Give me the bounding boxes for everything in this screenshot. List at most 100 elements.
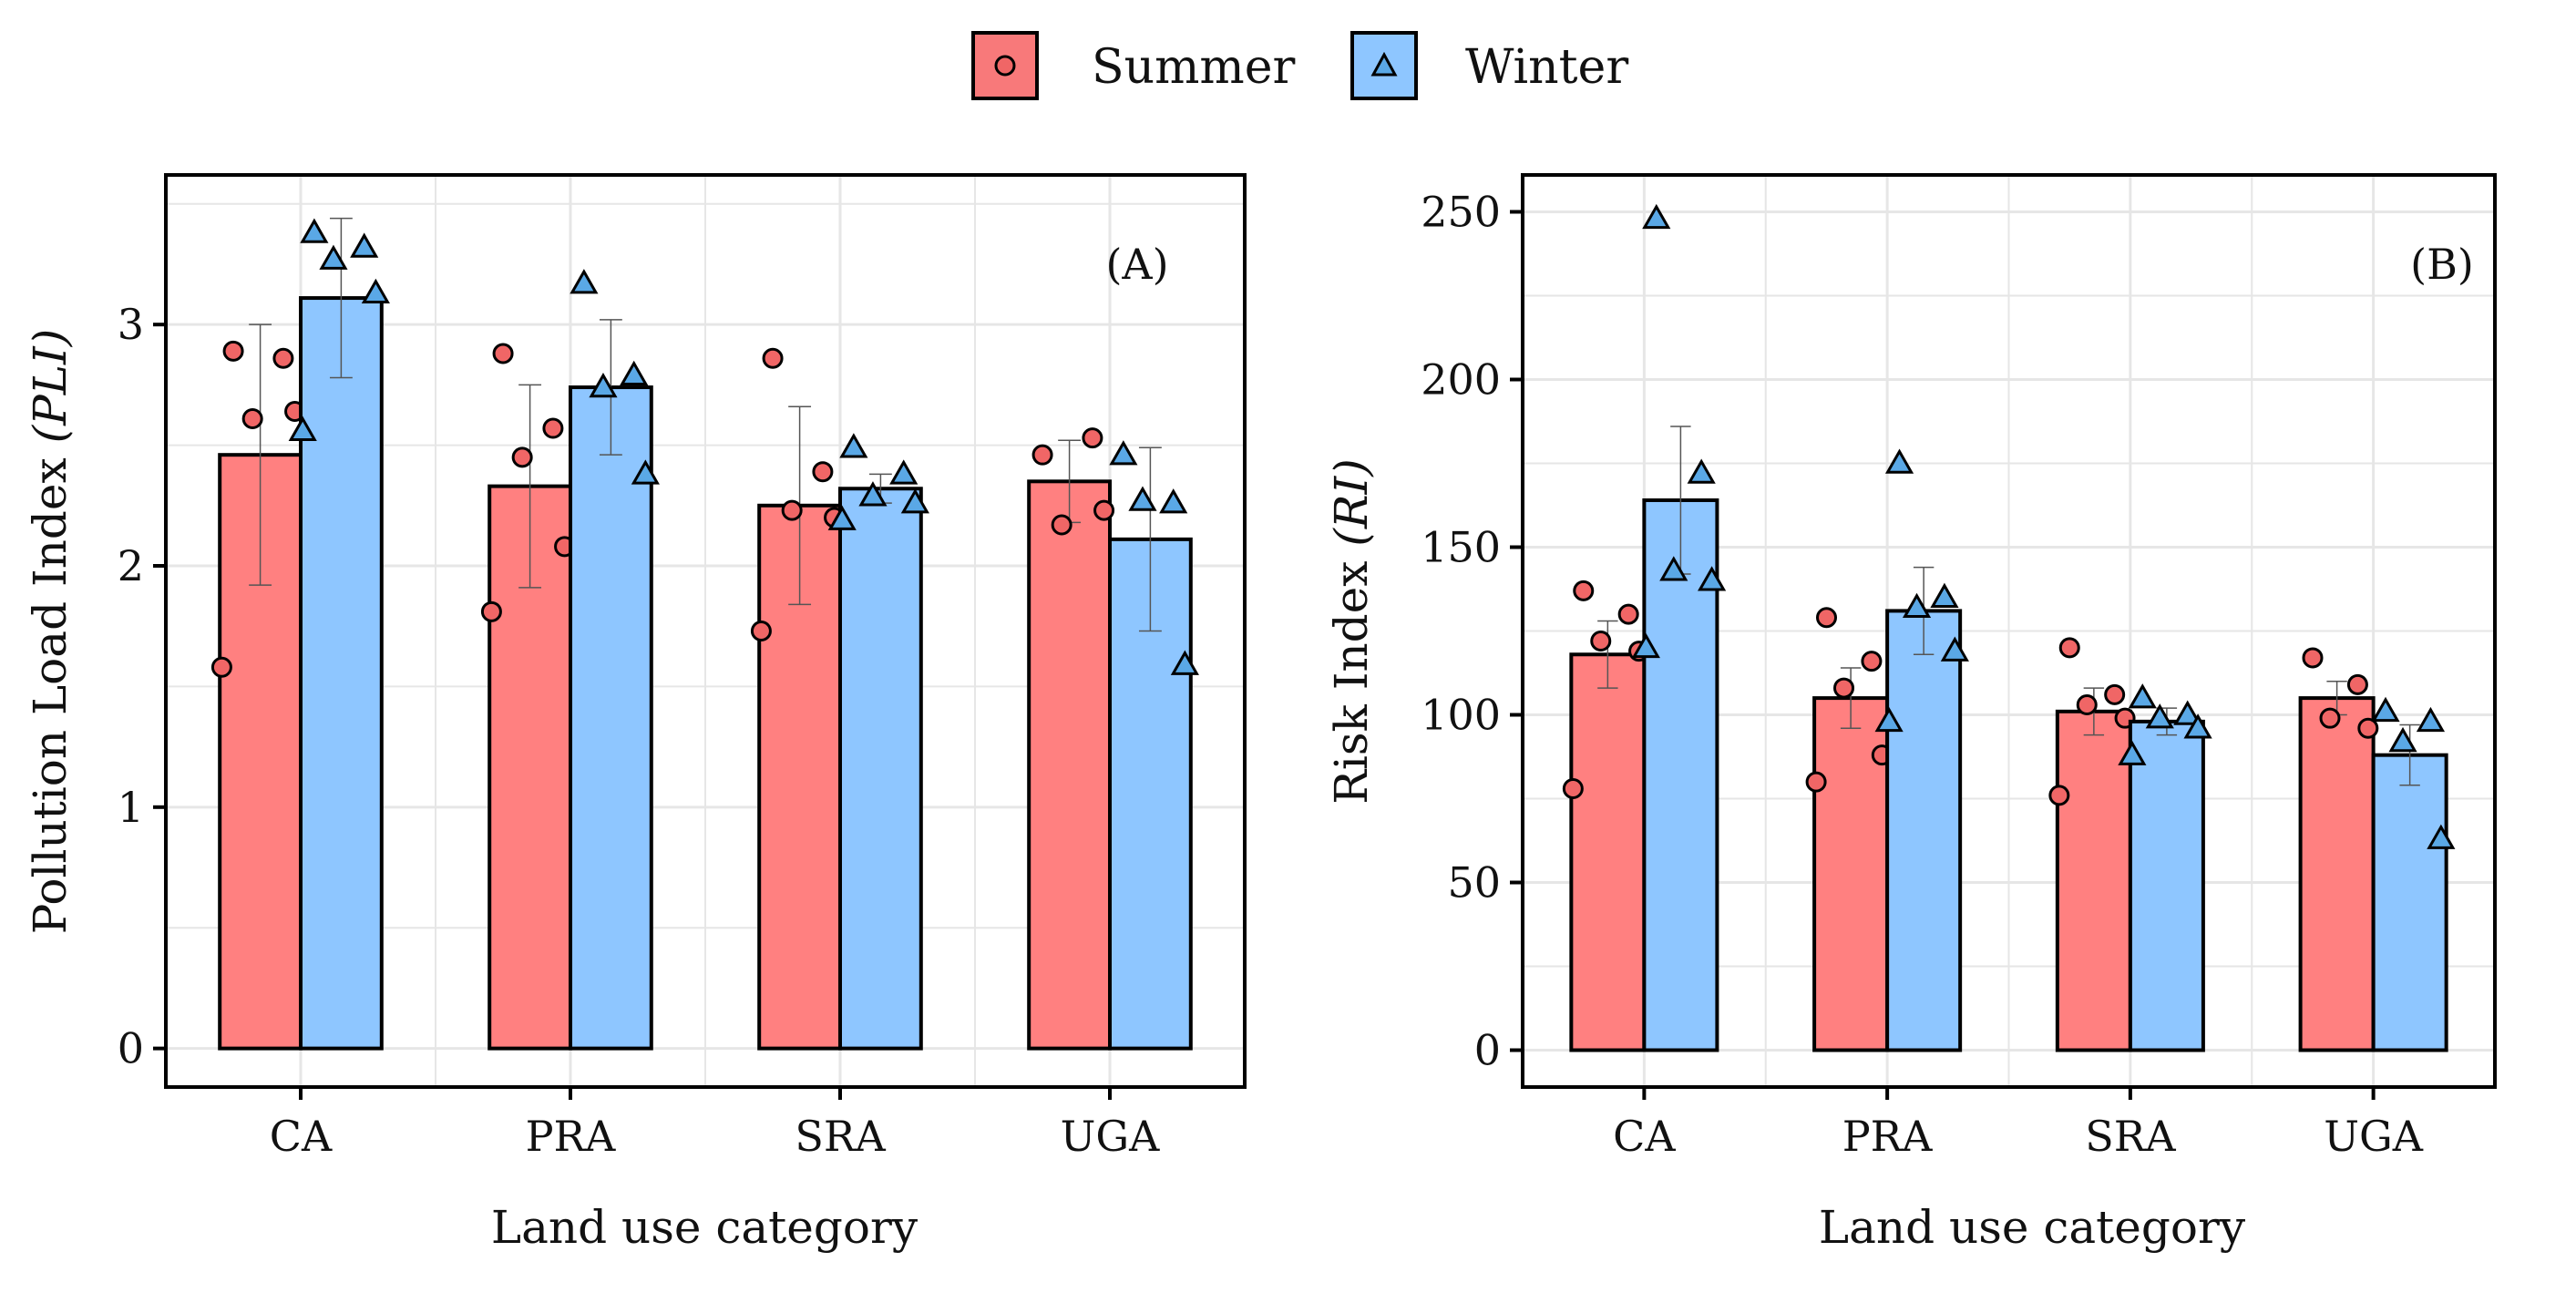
b-point-summer-sra[interactable] (2076, 693, 2098, 715)
b-point-winter-uga[interactable] (2416, 706, 2446, 733)
b-xtick-label: UGA (2324, 1112, 2424, 1161)
b-point-winter-pra[interactable] (1874, 706, 1904, 733)
b-point-winter-ca[interactable] (1687, 458, 1716, 484)
b-point-winter-sra[interactable] (2128, 683, 2157, 709)
b-point-summer-uga[interactable] (2302, 647, 2324, 669)
a-point-winter-sra[interactable] (889, 459, 919, 485)
b-point-summer-uga[interactable] (2319, 707, 2341, 729)
b-point-summer-pra[interactable] (1816, 607, 1838, 629)
b-point-summer-ca[interactable] (1562, 777, 1584, 799)
panel-b-xlabel: Land use category (1819, 1201, 2246, 1254)
b-bar-summer-sra[interactable] (2055, 709, 2132, 1052)
b-panel-border (1521, 173, 2497, 1089)
a-point-summer-uga[interactable] (1031, 444, 1053, 466)
a-point-summer-sra[interactable] (812, 461, 834, 483)
a-point-summer-ca[interactable] (241, 407, 263, 429)
b-bar-winter-sra[interactable] (2128, 719, 2205, 1052)
b-point-winter-uga[interactable] (2388, 726, 2417, 753)
b-bar-summer-uga[interactable] (2298, 696, 2376, 1052)
b-point-winter-sra[interactable] (2173, 700, 2202, 725)
legend-circle-icon (994, 55, 1016, 77)
a-point-winter-pra[interactable] (620, 360, 649, 386)
a-bar-summer-ca[interactable] (218, 453, 303, 1051)
b-point-winter-uga[interactable] (2427, 824, 2456, 849)
b-point-summer-uga[interactable] (2357, 717, 2379, 739)
a-point-winter-ca[interactable] (350, 232, 379, 258)
legend-item-winter[interactable]: Winter (1350, 31, 1628, 100)
a-point-winter-ca[interactable] (288, 416, 317, 441)
b-point-summer-sra[interactable] (2058, 637, 2080, 659)
b-bar-winter-uga[interactable] (2371, 753, 2448, 1052)
b-point-winter-pra[interactable] (1884, 448, 1914, 474)
b-point-summer-sra[interactable] (2048, 785, 2070, 806)
a-ytick-label: 3 (118, 300, 144, 349)
b-xtick-label: PRA (1842, 1112, 1934, 1161)
a-point-winter-uga[interactable] (1128, 486, 1157, 511)
b-bar-winter-ca[interactable] (1642, 498, 1719, 1052)
a-point-winter-sra[interactable] (858, 481, 888, 507)
b-point-summer-ca[interactable] (1617, 603, 1639, 625)
a-point-summer-uga[interactable] (1093, 499, 1115, 521)
a-xtick-label: SRA (795, 1112, 886, 1161)
a-point-winter-sra[interactable] (839, 433, 868, 458)
a-bar-winter-sra[interactable] (838, 487, 923, 1051)
b-bar-winter-pra[interactable] (1885, 609, 1963, 1052)
a-point-winter-ca[interactable] (361, 278, 390, 304)
a-xtick-label: PRA (526, 1112, 617, 1161)
a-point-summer-pra[interactable] (492, 343, 514, 364)
panel-b-plot-layer (1562, 203, 2456, 1052)
a-point-summer-pra[interactable] (480, 600, 502, 622)
b-point-summer-sra[interactable] (2104, 683, 2126, 705)
b-point-winter-sra[interactable] (2183, 713, 2212, 739)
a-point-summer-sra[interactable] (762, 347, 784, 369)
b-point-winter-sra[interactable] (2118, 740, 2147, 765)
panel-a-tag: (A) (1105, 240, 1168, 289)
a-point-winter-pra[interactable] (570, 269, 599, 294)
a-point-winter-uga[interactable] (1159, 488, 1188, 514)
a-point-winter-pra[interactable] (589, 373, 618, 398)
a-point-winter-ca[interactable] (300, 218, 329, 243)
b-point-winter-pra[interactable] (1902, 592, 1932, 618)
a-point-summer-pra[interactable] (542, 417, 564, 439)
a-bar-winter-ca[interactable] (299, 296, 384, 1051)
a-point-summer-sra[interactable] (781, 499, 803, 521)
b-point-summer-pra[interactable] (1805, 771, 1827, 793)
a-point-summer-ca[interactable] (222, 340, 244, 362)
b-point-winter-pra[interactable] (1940, 636, 1969, 662)
a-ytick-label: 2 (118, 541, 144, 590)
b-point-winter-pra[interactable] (1930, 582, 1959, 608)
a-bar-winter-pra[interactable] (569, 385, 653, 1051)
legend-triangle-icon (1370, 51, 1398, 77)
a-bar-summer-uga[interactable] (1027, 479, 1112, 1051)
b-point-winter-ca[interactable] (1659, 556, 1688, 581)
a-point-summer-sra[interactable] (750, 621, 772, 641)
b-point-summer-uga[interactable] (2346, 673, 2368, 695)
b-point-winter-ca[interactable] (1631, 632, 1660, 659)
a-point-winter-ca[interactable] (319, 244, 348, 270)
b-ytick-label: 50 (1447, 858, 1501, 908)
a-point-summer-ca[interactable] (272, 347, 294, 369)
a-point-winter-sra[interactable] (900, 488, 929, 514)
b-point-winter-sra[interactable] (2145, 703, 2174, 729)
b-point-summer-ca[interactable] (1573, 580, 1595, 601)
b-bar-summer-ca[interactable] (1569, 652, 1647, 1052)
a-point-summer-ca[interactable] (210, 656, 232, 678)
b-point-winter-ca[interactable] (1642, 203, 1671, 230)
b-point-winter-uga[interactable] (2371, 696, 2400, 723)
a-panel-border (164, 173, 1247, 1089)
b-point-summer-pra[interactable] (1833, 677, 1855, 699)
a-ytick-label: 1 (118, 783, 144, 832)
a-point-winter-uga[interactable] (1109, 440, 1138, 466)
a-point-winter-pra[interactable] (631, 459, 660, 485)
a-point-winter-sra[interactable] (827, 505, 857, 530)
a-point-summer-pra[interactable] (511, 446, 533, 468)
a-point-summer-uga[interactable] (1082, 427, 1103, 449)
b-point-summer-ca[interactable] (1590, 631, 1612, 652)
b-ytick-label: 0 (1474, 1026, 1501, 1075)
b-point-summer-pra[interactable] (1861, 651, 1883, 672)
a-point-summer-uga[interactable] (1051, 514, 1072, 536)
b-point-winter-ca[interactable] (1698, 566, 1727, 591)
a-point-winter-uga[interactable] (1170, 650, 1199, 675)
legend-item-summer[interactable]: Summer (971, 31, 1296, 100)
